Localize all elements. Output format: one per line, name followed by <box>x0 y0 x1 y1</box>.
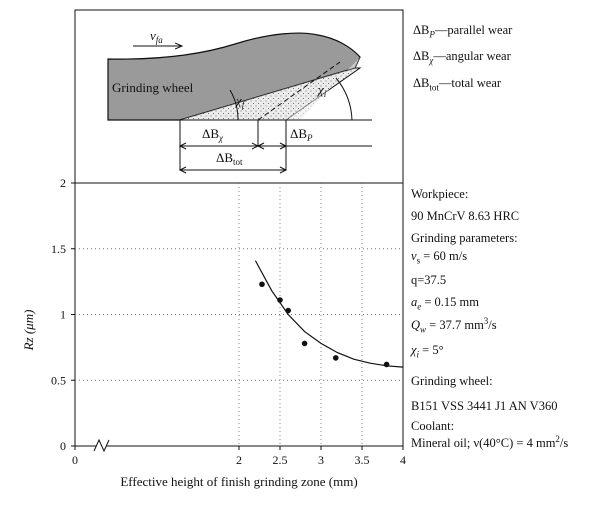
wear-diagram: vfa Grinding wheel χf χi ΔBχ ΔBP ΔBtot <box>74 9 404 184</box>
grinding-params-title: Grinding parameters: <box>411 231 518 245</box>
grinding-wheel-shape <box>107 32 361 121</box>
chart: 0 2 2.5 3 3.5 4 0 0.5 1 1.5 2 Rz (μm) Effective he… <box>21 176 406 489</box>
param-vs: vs = 60 m/s <box>411 249 468 266</box>
y-tick-label: 0.5 <box>51 373 66 387</box>
y-tick-label: 1.5 <box>51 242 66 256</box>
dashed-chi-line <box>257 61 341 121</box>
workpiece-value: 90 MnCrV 8.63 HRC <box>411 209 520 223</box>
x-tick-label: 4 <box>400 453 406 467</box>
chi-f-label: χf <box>234 93 246 110</box>
trend-curve-group <box>254 260 404 368</box>
x-tick-label: 3 <box>318 453 324 467</box>
x-tick-label: 2 <box>236 453 242 467</box>
data-point <box>332 355 339 361</box>
data-point <box>383 361 390 368</box>
db-tot-label: ΔBtot <box>216 150 243 167</box>
x-tick-label: 0 <box>72 453 78 467</box>
db-tot-arrow-l <box>178 166 187 174</box>
legend-angular: ΔBχ—angular wear <box>413 49 511 66</box>
legend-parallel: ΔBP—parallel wear <box>413 23 513 40</box>
db-chi-arrow-l <box>178 142 187 150</box>
axis-break-mark <box>93 438 110 453</box>
chi-f-arc <box>229 89 239 121</box>
db-chi-label: ΔBχ <box>202 126 224 143</box>
data-points <box>259 281 390 368</box>
data-point <box>259 281 265 288</box>
y-axis-title: Rz (μm) <box>21 310 36 352</box>
db-p-arrow-l <box>256 142 265 150</box>
y-tick-label: 0 <box>60 439 66 453</box>
vfa-label: vfa <box>150 28 163 45</box>
workpiece-title: Workpiece: <box>411 187 469 201</box>
db-tot-arrow-r <box>279 166 288 174</box>
chi-i-arc <box>335 77 353 121</box>
x-tick-label: 3.5 <box>355 453 370 467</box>
data-point <box>277 297 283 303</box>
param-qw: Qw = 37.7 mm3/s <box>411 315 497 335</box>
param-ae: ae = 0.15 mm <box>411 295 479 312</box>
db-p-arrow-r <box>279 142 288 150</box>
x-axis-title: Effective height of finish grinding zone… <box>120 474 357 489</box>
coolant-value: Mineral oil; ν(40°C) = 4 mm2/s <box>411 433 569 450</box>
grinding-wheel-label: Grinding wheel <box>112 80 194 95</box>
legend-total: ΔBtot—total wear <box>413 76 502 93</box>
trend-curve <box>254 260 404 368</box>
param-q: q=37.5 <box>411 273 447 287</box>
data-point <box>301 340 308 347</box>
axis-break-gap <box>96 441 106 451</box>
coolant-title: Coolant: <box>411 419 455 433</box>
chi-i-label: χi <box>316 82 327 99</box>
param-chi: χi = 5° <box>411 343 444 360</box>
data-point <box>285 307 292 314</box>
x-tick-label: 2.5 <box>273 453 288 467</box>
chart-grid <box>75 183 403 446</box>
chart-ticks: 0 2 2.5 3 3.5 4 0 0.5 1 1.5 2 <box>51 176 406 467</box>
y-tick-label: 2 <box>60 176 66 190</box>
db-p-label: ΔBP <box>290 126 313 143</box>
wheel-stipple-overlay <box>180 57 360 120</box>
y-tick-label: 1 <box>60 308 66 322</box>
wheel-spec: B151 VSS 3441 J1 AN V360 <box>411 399 558 413</box>
wheel-title: Grinding wheel: <box>411 374 493 388</box>
